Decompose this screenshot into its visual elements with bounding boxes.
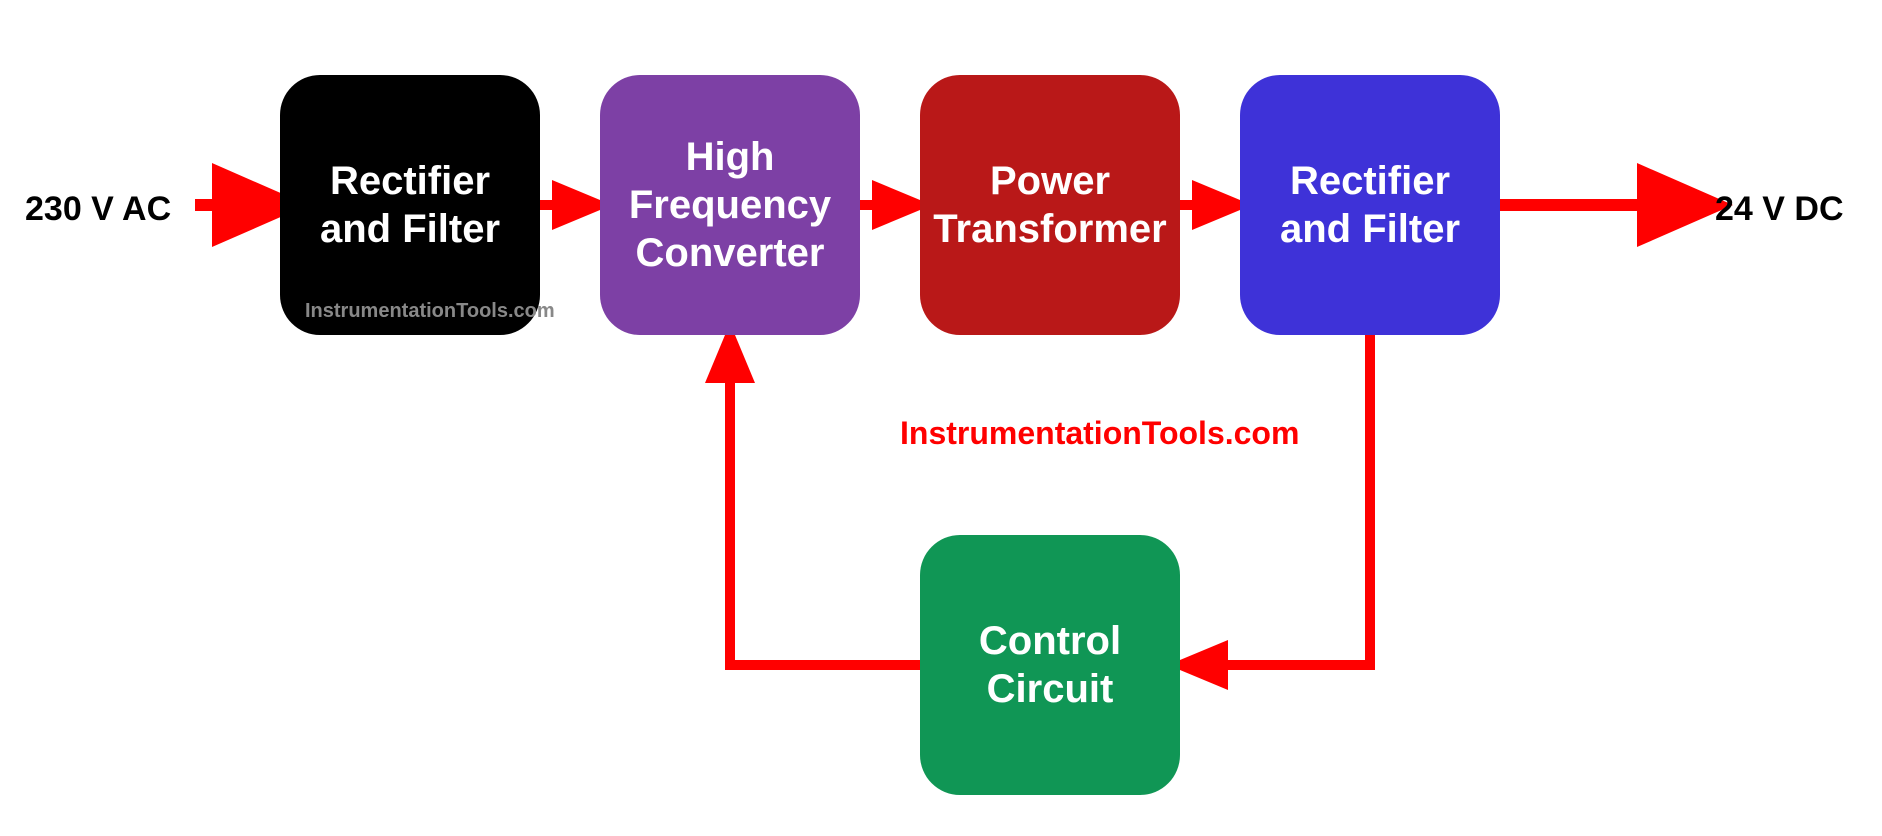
watermark-small: InstrumentationTools.com bbox=[305, 300, 555, 323]
output-label: 24 V DC bbox=[1715, 190, 1844, 229]
arrow-feedback-down bbox=[1188, 335, 1370, 665]
block-control-circuit: Control Circuit bbox=[920, 535, 1180, 795]
block-rectifier-filter-2: Rectifier and Filter bbox=[1240, 75, 1500, 335]
block-rectifier-filter-1: Rectifier and Filter bbox=[280, 75, 540, 335]
block-hf-converter: High Frequency Converter bbox=[600, 75, 860, 335]
arrow-feedback-up bbox=[730, 343, 920, 665]
input-label: 230 V AC bbox=[25, 190, 171, 229]
block-power-transformer: Power Transformer bbox=[920, 75, 1180, 335]
watermark-center: InstrumentationTools.com bbox=[900, 415, 1299, 452]
